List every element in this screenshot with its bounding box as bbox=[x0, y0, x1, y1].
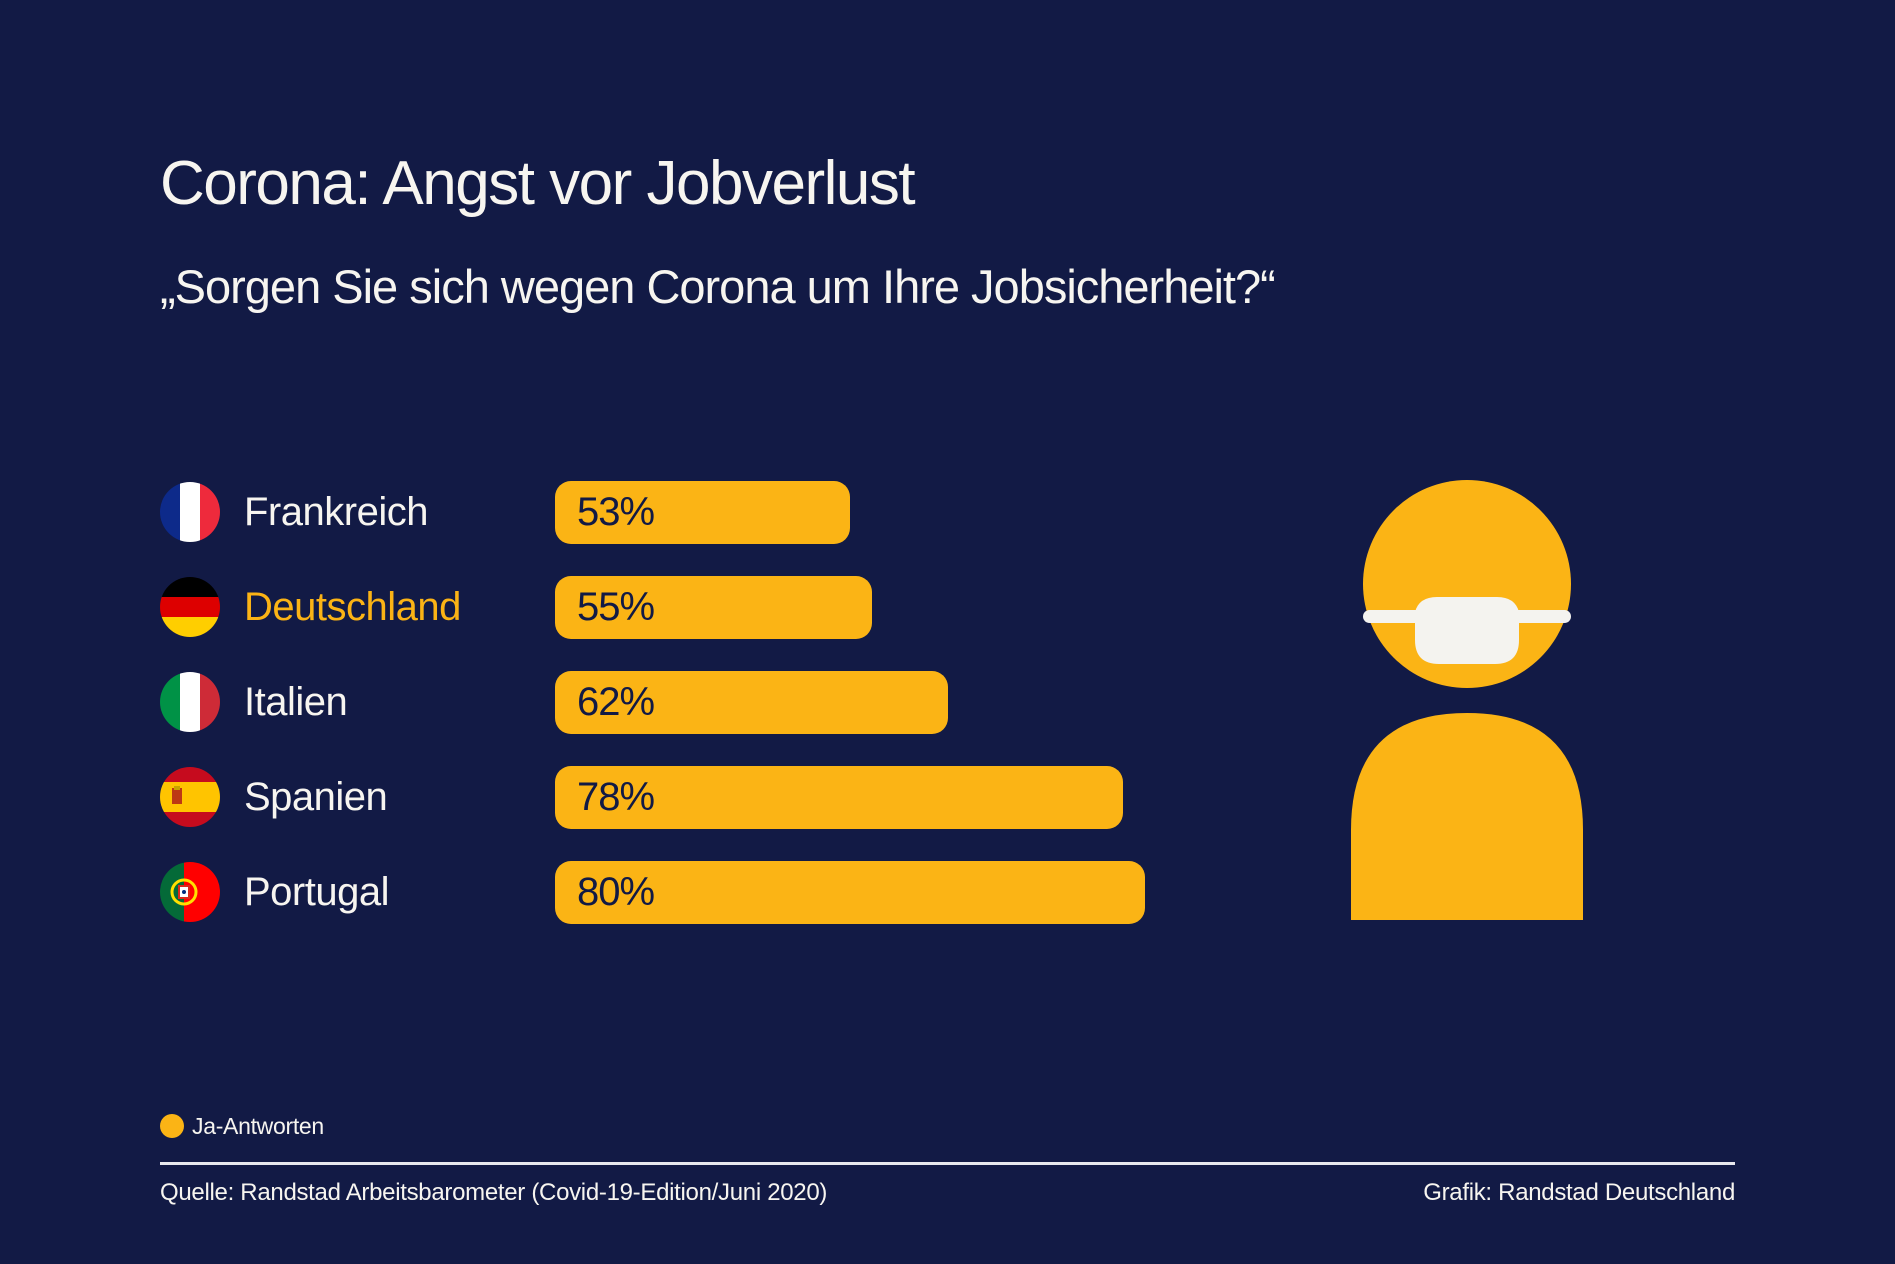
legend-label: Ja-Antworten bbox=[192, 1112, 324, 1139]
category-label: Portugal bbox=[244, 870, 389, 914]
germany-flag-icon bbox=[160, 577, 220, 637]
chart-subtitle: „Sorgen Sie sich wegen Corona um Ihre Jo… bbox=[160, 260, 1276, 313]
bar: 53% bbox=[555, 481, 850, 544]
bar: 78% bbox=[555, 766, 1124, 829]
footer-divider bbox=[160, 1162, 1735, 1165]
portugal-flag-icon bbox=[160, 862, 220, 922]
person-head bbox=[1363, 480, 1571, 688]
category-label: Italien bbox=[244, 680, 348, 724]
category-label: Frankreich bbox=[244, 490, 428, 534]
spain-flag-icon bbox=[160, 767, 220, 827]
bar-value-label: 55% bbox=[577, 585, 655, 629]
legend-swatch bbox=[160, 1114, 184, 1138]
bar-value-label: 80% bbox=[577, 870, 655, 914]
bar-value-label: 53% bbox=[577, 490, 655, 534]
bar: 62% bbox=[555, 671, 949, 734]
chart-title: Corona: Angst vor Jobverlust bbox=[160, 149, 916, 218]
bar: 80% bbox=[555, 861, 1145, 924]
legend: Ja-Antworten bbox=[160, 1112, 324, 1140]
france-flag-icon bbox=[160, 482, 220, 542]
mask-strap bbox=[1363, 610, 1571, 623]
category-label: Deutschland bbox=[244, 585, 461, 629]
bar-value-label: 78% bbox=[577, 775, 655, 819]
bar: 55% bbox=[555, 576, 872, 639]
category-label: Spanien bbox=[244, 775, 388, 819]
person-body bbox=[1351, 713, 1583, 920]
mask-cover bbox=[1415, 597, 1519, 664]
credit-note: Grafik: Randstad Deutschland bbox=[1423, 1179, 1735, 1206]
italy-flag-icon bbox=[160, 672, 220, 732]
bar-value-label: 62% bbox=[577, 680, 655, 724]
source-note: Quelle: Randstad Arbeitsbarometer (Covid… bbox=[160, 1179, 828, 1206]
